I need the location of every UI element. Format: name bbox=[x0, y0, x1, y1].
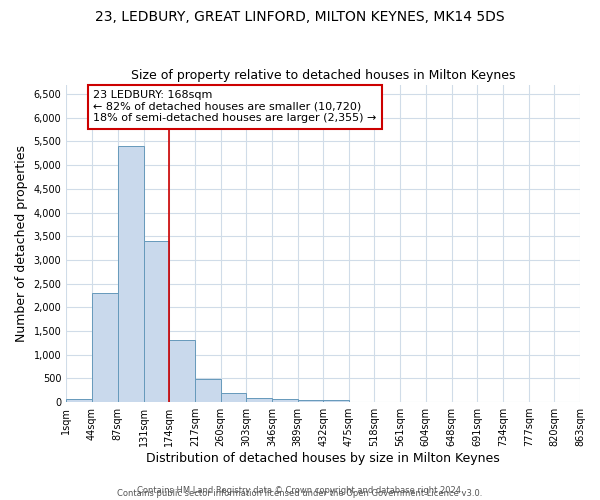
Bar bbox=[92, 293, 118, 402]
Bar bbox=[298, 400, 323, 402]
Title: Size of property relative to detached houses in Milton Keynes: Size of property relative to detached ho… bbox=[131, 69, 515, 82]
Bar bbox=[272, 399, 298, 402]
Bar bbox=[221, 392, 246, 402]
Bar bbox=[195, 380, 221, 402]
Y-axis label: Number of detached properties: Number of detached properties bbox=[15, 145, 28, 342]
Bar bbox=[66, 398, 92, 402]
Text: 23, LEDBURY, GREAT LINFORD, MILTON KEYNES, MK14 5DS: 23, LEDBURY, GREAT LINFORD, MILTON KEYNE… bbox=[95, 10, 505, 24]
X-axis label: Distribution of detached houses by size in Milton Keynes: Distribution of detached houses by size … bbox=[146, 452, 500, 465]
Text: 23 LEDBURY: 168sqm
← 82% of detached houses are smaller (10,720)
18% of semi-det: 23 LEDBURY: 168sqm ← 82% of detached hou… bbox=[93, 90, 376, 124]
Bar bbox=[144, 241, 169, 402]
Bar bbox=[169, 340, 195, 402]
Bar bbox=[323, 400, 349, 402]
Bar bbox=[118, 146, 144, 402]
Text: Contains public sector information licensed under the Open Government Licence v3: Contains public sector information licen… bbox=[118, 488, 482, 498]
Text: Contains HM Land Registry data © Crown copyright and database right 2024.: Contains HM Land Registry data © Crown c… bbox=[137, 486, 463, 495]
Bar bbox=[246, 398, 272, 402]
